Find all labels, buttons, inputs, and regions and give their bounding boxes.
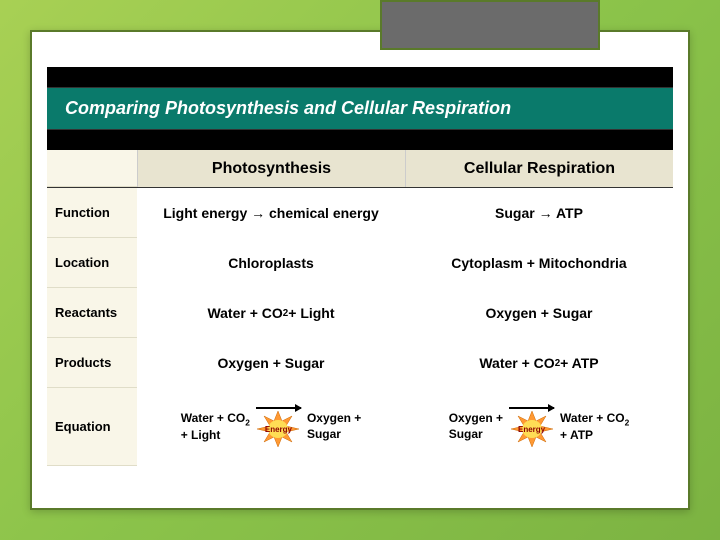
decorative-top-box <box>380 0 600 50</box>
function-resp: Sugar → ATP <box>405 188 673 238</box>
row-products: Products Oxygen + Sugar Water + CO2 + AT… <box>47 338 673 388</box>
header-row: Photosynthesis Cellular Respiration <box>47 150 673 188</box>
eq-resp-right: Water + CO2+ ATP <box>560 411 629 444</box>
function-photo: Light energy → chemical energy <box>137 188 405 238</box>
arrow-icon <box>256 407 301 409</box>
energy-icon: Energy <box>256 407 301 447</box>
starburst-icon: Energy <box>257 411 299 447</box>
equation-photo: Water + CO2+ Light Energy Oxygen + Sugar <box>137 388 405 466</box>
row-reactants: Reactants Water + CO2 + Light Oxygen + S… <box>47 288 673 338</box>
row-function: Function Light energy → chemical energy … <box>47 188 673 238</box>
starburst-icon: Energy <box>511 411 553 447</box>
label-location: Location <box>47 238 137 288</box>
header-respiration: Cellular Respiration <box>405 150 673 187</box>
label-function: Function <box>47 188 137 238</box>
header-photosynthesis: Photosynthesis <box>137 150 405 187</box>
label-products: Products <box>47 338 137 388</box>
row-equation: Equation Water + CO2+ Light Energy Oxyge… <box>47 388 673 466</box>
products-photo: Oxygen + Sugar <box>137 338 405 388</box>
table-container: Comparing Photosynthesis and Cellular Re… <box>47 67 673 488</box>
location-resp: Cytoplasm + Mitochondria <box>405 238 673 288</box>
row-location: Location Chloroplasts Cytoplasm + Mitoch… <box>47 238 673 288</box>
label-reactants: Reactants <box>47 288 137 338</box>
equation-resp: Oxygen + Sugar Energy Water + CO2+ ATP <box>405 388 673 466</box>
burst-label: Energy <box>518 425 545 434</box>
bottom-black-band <box>47 130 673 150</box>
eq-photo-right: Oxygen + Sugar <box>307 411 361 442</box>
reactants-resp: Oxygen + Sugar <box>405 288 673 338</box>
eq-photo-left: Water + CO2+ Light <box>181 411 250 444</box>
reactants-photo: Water + CO2 + Light <box>137 288 405 338</box>
eq-resp-left: Oxygen + Sugar <box>449 411 503 442</box>
location-photo: Chloroplasts <box>137 238 405 288</box>
table-title: Comparing Photosynthesis and Cellular Re… <box>47 87 673 130</box>
top-black-band <box>47 67 673 87</box>
header-label-spacer <box>47 150 137 187</box>
content-frame: Comparing Photosynthesis and Cellular Re… <box>30 30 690 510</box>
burst-label: Energy <box>265 425 292 434</box>
products-resp: Water + CO2 + ATP <box>405 338 673 388</box>
energy-icon: Energy <box>509 407 554 447</box>
label-equation: Equation <box>47 388 137 466</box>
arrow-icon <box>509 407 554 409</box>
